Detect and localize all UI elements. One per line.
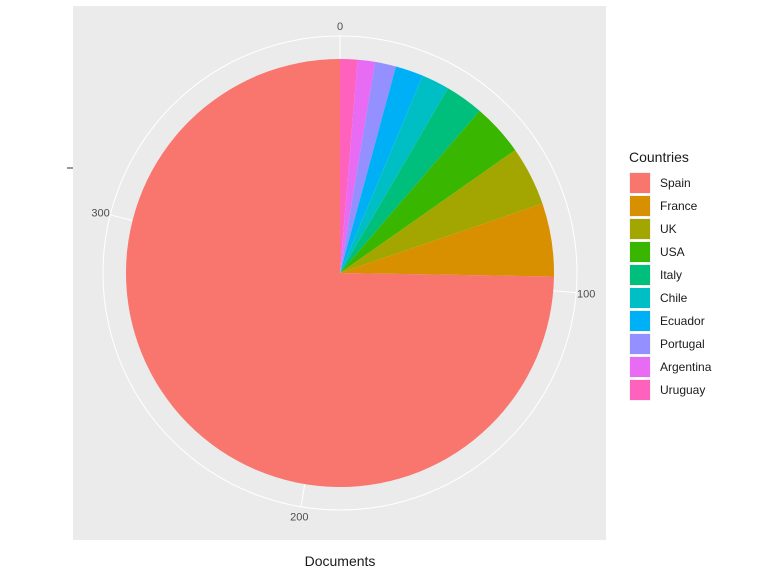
pie-slice-chile [340, 75, 449, 273]
theta-tick-label: 100 [577, 288, 595, 300]
legend-key-ecuador [630, 311, 650, 331]
legend-key-italy [630, 265, 650, 285]
legend-label-france: France [660, 199, 698, 213]
legend-label-uk: UK [660, 222, 677, 236]
theta-axis-ticks: 0 100 200 300 [91, 21, 595, 524]
legend-key-france [630, 196, 650, 216]
pie-slice-portugal [340, 61, 396, 273]
x-axis-label: Documents [305, 553, 376, 569]
legend-title: Countries [629, 149, 689, 165]
pie-slices [126, 59, 555, 487]
legend-key-uk [630, 219, 650, 239]
legend-key-chile [630, 288, 650, 308]
pie-slice-ecuador [340, 66, 423, 274]
pie-slice-uk [340, 150, 543, 273]
pie-slice-italy [340, 88, 480, 273]
legend-key-uruguay [630, 380, 650, 400]
pie-slice-argentina [340, 59, 376, 273]
legend-label-italy: Italy [660, 268, 682, 282]
legend-key-usa [630, 242, 650, 262]
legend-label-usa: USA [660, 245, 685, 259]
legend-label-argentina: Argentina [660, 360, 712, 374]
legend-label-portugal: Portugal [660, 337, 705, 351]
pie-slice-uruguay [340, 59, 358, 273]
legend-label-chile: Chile [660, 291, 688, 305]
legend-key-spain [630, 173, 650, 193]
legend-label-spain: Spain [660, 176, 691, 190]
theta-tick-label: 0 [337, 21, 343, 33]
pie-slice-france [340, 203, 555, 277]
pie-slice-spain [126, 59, 554, 487]
pie-slice-usa [340, 110, 516, 273]
theta-tick-label: 300 [91, 207, 109, 219]
legend-key-argentina [630, 357, 650, 377]
legend-label-ecuador: Ecuador [660, 314, 705, 328]
legend: Countries Spain France UK USA Italy Chile Ecua… [629, 149, 712, 401]
legend-key-portugal [630, 334, 650, 354]
theta-tick-label: 200 [290, 512, 308, 524]
legend-label-uruguay: Uruguay [660, 383, 705, 397]
